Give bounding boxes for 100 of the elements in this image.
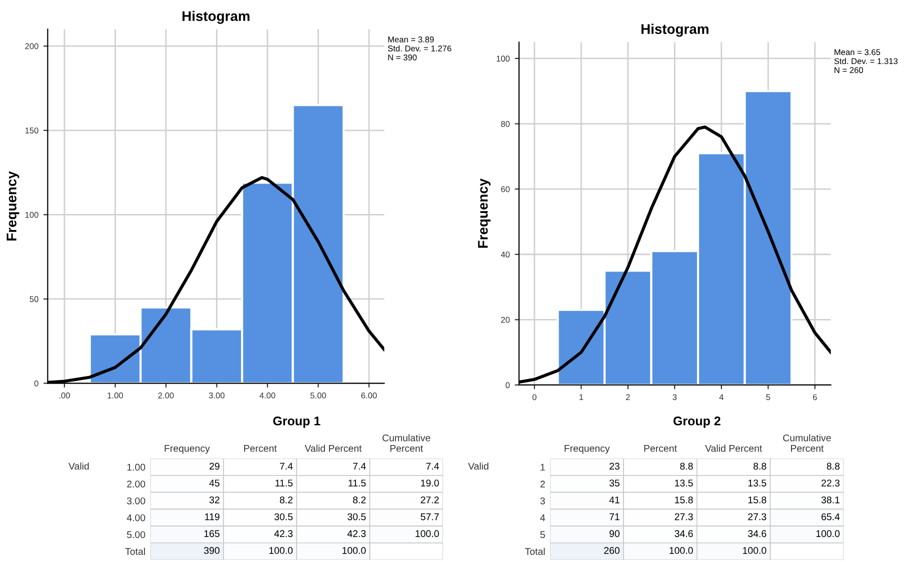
data-label: 11.5 [276, 480, 293, 486]
data-label: 100.0 [342, 547, 366, 554]
text: Valid [468, 462, 488, 470]
x-tick-label: Percent [644, 445, 677, 452]
y-tick-label: 0 [506, 382, 510, 388]
data-label: 8.8 [680, 462, 693, 470]
y-tick-label: 150 [25, 128, 38, 134]
y-tick-label: 4 [540, 514, 546, 522]
x-tick-label: 5 [766, 394, 770, 400]
y-tick-label: 60 [501, 186, 510, 192]
x-tick-label: Frequency [164, 445, 210, 454]
y-tick-label: 0 [34, 380, 38, 386]
data-label: 42.3 [274, 530, 293, 538]
chart-title: Histogram [182, 10, 250, 24]
data-label: 13.5 [675, 480, 693, 486]
data-label: 41 [609, 496, 620, 504]
data-label: 38.1 [821, 496, 840, 504]
x-tick-label: Cumulative Percent [783, 434, 831, 452]
x-tick-label: Frequency [564, 445, 610, 454]
y-tick-label: 20 [501, 316, 510, 323]
data-label: 27.3 [748, 513, 766, 520]
y-tick-label: 100 [496, 56, 510, 62]
data-label: 27.2 [420, 496, 439, 504]
data-label: 8.8 [754, 462, 766, 470]
text: Valid [68, 462, 89, 470]
data-label: 15.8 [748, 496, 766, 504]
data-label: 8.8 [826, 462, 840, 470]
y-tick-label: 3 [540, 497, 545, 504]
data-label: 100.0 [816, 530, 840, 538]
x-tick-label: Valid Percent [304, 444, 362, 452]
x-tick-label: Percent [244, 445, 277, 452]
data-label: 90 [610, 530, 620, 538]
data-label: 100.0 [416, 530, 439, 538]
data-label: 34.6 [674, 530, 693, 538]
chart-title: Histogram [642, 24, 708, 37]
y-tick-label: 200 [25, 43, 38, 50]
data-label: 15.8 [675, 496, 693, 504]
data-label: 45 [209, 480, 220, 486]
x-tick-label: 4 [719, 394, 724, 400]
data-label: 65.4 [822, 513, 840, 520]
data-label: 7.4 [353, 462, 366, 470]
data-label: 7.4 [426, 462, 439, 470]
data-label: 23 [610, 462, 620, 470]
data-label: 30.5 [348, 513, 366, 520]
x-tick-label: 3.00 [208, 392, 224, 398]
data-label: 42.3 [347, 530, 366, 538]
x-tick-label: 2.00 [158, 392, 174, 398]
data-label: 35 [609, 480, 620, 486]
y-tick-label: Total [125, 548, 145, 555]
data-label: 22.3 [822, 480, 840, 486]
y-tick-label: 40 [500, 252, 510, 258]
y-axis-title: Frequency [478, 178, 491, 248]
data-label: 29 [210, 462, 220, 470]
data-label: 260 [604, 547, 620, 554]
data-label: 100.0 [743, 547, 766, 554]
x-tick-label: 5.00 [310, 392, 326, 398]
y-tick-label: 5 [540, 531, 545, 538]
data-label: 100.0 [670, 547, 693, 554]
data-label: 11.5 [348, 480, 366, 486]
data-label: 34.6 [748, 530, 766, 538]
data-label: 19.0 [421, 480, 439, 486]
x-tick-label: 6.00 [361, 392, 377, 398]
text: Mean = 3.89 Std. Dev. = 1.276 N = 390 [388, 36, 452, 60]
x-tick-label: 3 [672, 394, 677, 400]
y-tick-label: 2.00 [127, 480, 146, 488]
chart-title: Group 1 [273, 416, 320, 428]
y-tick-label: 2 [540, 480, 545, 488]
x-tick-label: 6 [813, 394, 817, 400]
x-tick-label: .00 [59, 392, 70, 398]
x-tick-label: Cumulative Percent [382, 434, 430, 452]
x-tick-label: 0 [532, 394, 536, 400]
x-tick-label: 2 [626, 394, 630, 400]
data-label: 8.2 [353, 496, 366, 504]
text: Mean = 3.65 Std. Dev. = 1.313 N = 260 [834, 49, 898, 74]
y-tick-label: 4.00 [126, 514, 146, 522]
data-label: 100.0 [269, 547, 293, 554]
data-label: 8.2 [280, 496, 293, 504]
data-label: 119 [205, 513, 220, 520]
x-tick-label: 4.00 [260, 392, 276, 398]
data-label: 71 [610, 513, 620, 520]
y-tick-label: 3.00 [126, 497, 146, 504]
y-axis-title: Frequency [6, 171, 20, 240]
y-tick-label: 5.00 [126, 531, 146, 538]
data-label: 30.5 [274, 513, 293, 520]
y-tick-label: 1.00 [127, 464, 146, 471]
data-label: 27.3 [674, 513, 693, 520]
y-tick-label: 100 [25, 212, 38, 218]
data-label: 57.7 [420, 513, 439, 520]
x-tick-label: 1.00 [108, 392, 123, 398]
data-label: 390 [204, 547, 220, 554]
x-tick-label: Valid Percent [705, 444, 762, 452]
data-label: 13.5 [748, 480, 766, 486]
data-label: 32 [209, 496, 220, 504]
x-tick-label: 1 [580, 394, 584, 400]
data-label: 7.4 [280, 462, 293, 470]
y-tick-label: Total [525, 548, 545, 555]
chart-title: Group 2 [673, 416, 720, 428]
y-tick-label: 80 [501, 120, 510, 127]
y-tick-label: 50 [30, 296, 38, 302]
y-tick-label: 1 [540, 464, 545, 471]
